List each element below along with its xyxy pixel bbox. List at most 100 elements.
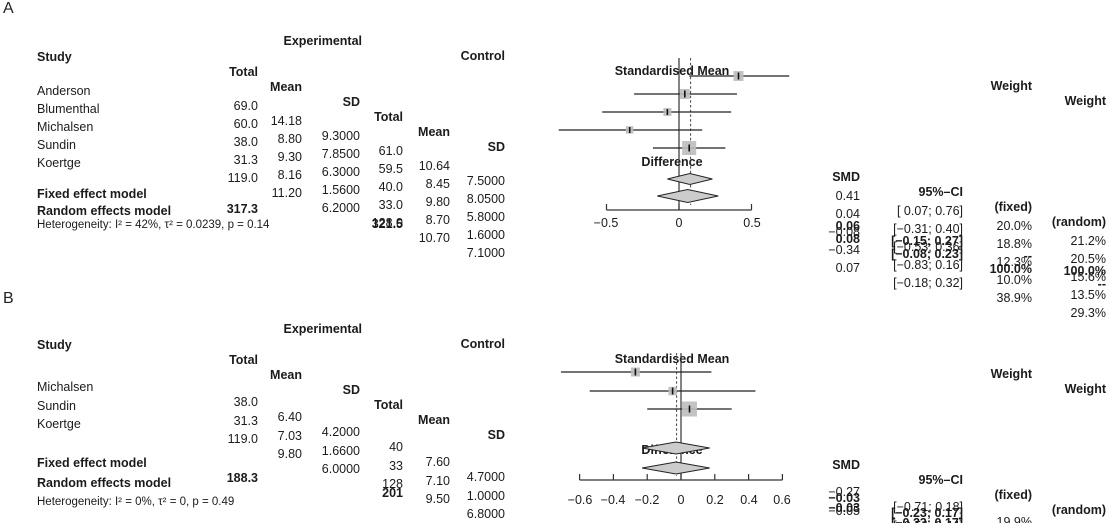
table-row: Anderson 69.0 14.18 9.3000 61.0 10.64 7.… bbox=[0, 69, 1110, 248]
fixed-weight-random: -- bbox=[1097, 277, 1106, 291]
ctrl-total: 61.0 bbox=[378, 144, 403, 158]
table-row: Michalsen 38.0 9.30 6.3000 40.0 9.80 5.8… bbox=[0, 105, 1110, 284]
ctrl-total: 33 bbox=[389, 459, 403, 473]
random-effects-diamond bbox=[642, 461, 710, 475]
fixed-ctrl-total: 201 bbox=[382, 486, 403, 500]
smd-title-line1: Standardised Mean bbox=[614, 64, 730, 78]
ctrl-mean: 9.80 bbox=[425, 195, 450, 209]
axis-tick-label: 0.4 bbox=[740, 493, 758, 507]
study-name: Michalsen bbox=[37, 380, 94, 394]
ci-value: [−0.53; 0.36] bbox=[893, 240, 963, 254]
weight-random-value: 21.2% bbox=[1070, 234, 1106, 248]
study-name: Michalsen bbox=[37, 120, 94, 134]
exp-sd: 1.6600 bbox=[321, 444, 360, 458]
fixed-effect-diamond bbox=[642, 441, 710, 455]
panel-a-header-columns: Study Total Mean SD Total Mean SD Differ… bbox=[0, 35, 1110, 229]
ctrl-mean: 8.45 bbox=[425, 177, 450, 191]
fixed-smd: 0.08 bbox=[835, 232, 860, 246]
exp-total-header: Total bbox=[229, 353, 258, 367]
table-row: Sundin 31.3 8.16 1.5600 33.0 8.70 1.6000… bbox=[0, 123, 1110, 302]
point-marker bbox=[684, 90, 686, 98]
weight-fixed-value: 12.3% bbox=[996, 255, 1032, 269]
study-name: Sundin bbox=[37, 399, 76, 413]
axis-tick-label: −0.5 bbox=[593, 216, 619, 230]
smd-value: −0.05 bbox=[828, 504, 860, 518]
weight-fixed-value: 10.0% bbox=[996, 273, 1032, 287]
ctrl-sd: 1.6000 bbox=[466, 228, 505, 242]
axis-tick-label: 0.6 bbox=[773, 493, 791, 507]
ci-value: [−0.31; 0.40] bbox=[893, 222, 963, 236]
random-weight-fixed: -- bbox=[1023, 249, 1032, 263]
heterogeneity-row: Heterogeneity: I² = 0%, τ² = 0, p = 0.49 bbox=[0, 480, 1110, 508]
ci-column-header: 95%–CI bbox=[918, 473, 963, 487]
forest-plot-b bbox=[561, 353, 783, 481]
weight-random-header-2: (random) bbox=[1051, 503, 1106, 517]
weight-fixed-value: 38.9% bbox=[996, 291, 1032, 305]
axis-tick-label: 0.2 bbox=[706, 493, 724, 507]
smd-column-header: SMD bbox=[832, 170, 860, 184]
exp-total: 31.3 bbox=[233, 414, 258, 428]
x-axis bbox=[579, 474, 783, 481]
weight-random-value: 13.5% bbox=[1070, 288, 1106, 302]
random-ci: [−0.23; 0.17] bbox=[891, 506, 963, 520]
ctrl-mean: 7.60 bbox=[425, 455, 450, 469]
ctrl-total: 40.0 bbox=[378, 180, 403, 194]
weight-random-value: 15.6% bbox=[1070, 270, 1106, 284]
heterogeneity-text: Heterogeneity: I² = 0%, τ² = 0, p = 0.49 bbox=[37, 496, 235, 508]
exp-total: 38.0 bbox=[233, 135, 258, 149]
ctrl-sd-header: SD bbox=[487, 140, 505, 154]
point-marker bbox=[688, 144, 690, 152]
panel-a-label: A bbox=[3, 0, 14, 17]
heterogeneity-row: Heterogeneity: I² = 42%, τ² = 0.0239, p … bbox=[0, 203, 1110, 231]
fixed-effect-label: Fixed effect model bbox=[37, 456, 147, 470]
ctrl-sd: 1.0000 bbox=[466, 489, 505, 503]
study-name: Sundin bbox=[37, 138, 76, 152]
axis-tick-label: 0.5 bbox=[743, 216, 761, 230]
exp-mean: 9.30 bbox=[277, 150, 302, 164]
axis-tick-label: −0.2 bbox=[634, 493, 660, 507]
ctrl-group-header: Control bbox=[460, 49, 505, 63]
ctrl-sd: 4.7000 bbox=[466, 470, 505, 484]
point-marker bbox=[628, 127, 631, 133]
axis-tick-label: 0 bbox=[677, 493, 685, 507]
ctrl-sd: 6.8000 bbox=[466, 507, 505, 521]
random-effects-row: Random effects model −0.03 [−0.23; 0.17]… bbox=[0, 461, 1110, 523]
table-row: Blumenthal 60.0 8.80 7.8500 59.5 8.45 8.… bbox=[0, 87, 1110, 266]
smd-title-line2: Difference bbox=[641, 155, 703, 169]
panel-b: B Experimental Control Standardised Mean… bbox=[0, 290, 1110, 523]
ctrl-sd: 8.0500 bbox=[466, 192, 505, 206]
fixed-ctrl-total: 321.5 bbox=[371, 217, 403, 231]
panel-a: A Experimental Control Standardised Mean… bbox=[0, 0, 1110, 320]
study-column-header: Study bbox=[37, 338, 72, 352]
weight-fixed-header-1: Weight bbox=[990, 367, 1032, 381]
ctrl-mean: 9.50 bbox=[425, 492, 450, 506]
axis-tick-label: −0.6 bbox=[567, 493, 593, 507]
exp-sd: 6.2000 bbox=[321, 201, 360, 215]
table-row: Sundin 31.3 7.03 1.6600 33 7.10 1.0000 −… bbox=[0, 384, 1110, 523]
exp-total-header: Total bbox=[229, 65, 258, 79]
weight-fixed-header-2: (fixed) bbox=[994, 200, 1033, 214]
fixed-effect-diamond bbox=[667, 172, 713, 186]
exp-mean: 8.16 bbox=[277, 168, 302, 182]
exp-mean-header: Mean bbox=[270, 368, 302, 382]
random-smd: −0.03 bbox=[828, 491, 860, 505]
smd-value: 0.41 bbox=[835, 189, 860, 203]
exp-sd-header: SD bbox=[342, 95, 360, 109]
point-marker bbox=[671, 387, 674, 395]
fixed-weight-fixed: 100.0% bbox=[989, 262, 1032, 276]
weight-fixed-value: 19.9% bbox=[996, 515, 1032, 523]
smd-column-header: SMD bbox=[832, 458, 860, 472]
exp-mean: 8.80 bbox=[277, 132, 302, 146]
random-effects-row: Random effects model 0.06 [−0.15; 0.27] … bbox=[0, 189, 1110, 278]
ctrl-mean-header: Mean bbox=[418, 413, 450, 427]
weight-random-header-1: Weight bbox=[1064, 382, 1106, 396]
exp-sd: 1.5600 bbox=[321, 183, 360, 197]
study-column-header: Study bbox=[37, 50, 72, 64]
weight-fixed-header-2: (fixed) bbox=[994, 488, 1033, 502]
random-effects-label: Random effects model bbox=[37, 476, 172, 490]
fixed-effect-row: Fixed effect model 188.3 201 −0.03 [−0.2… bbox=[0, 441, 1110, 523]
panel-b-header-groups: Experimental Control Standardised Mean W… bbox=[0, 307, 1110, 396]
exp-total: 119.0 bbox=[227, 432, 258, 446]
exp-sd: 9.3000 bbox=[321, 129, 360, 143]
fixed-effect-label: Fixed effect model bbox=[37, 187, 147, 201]
